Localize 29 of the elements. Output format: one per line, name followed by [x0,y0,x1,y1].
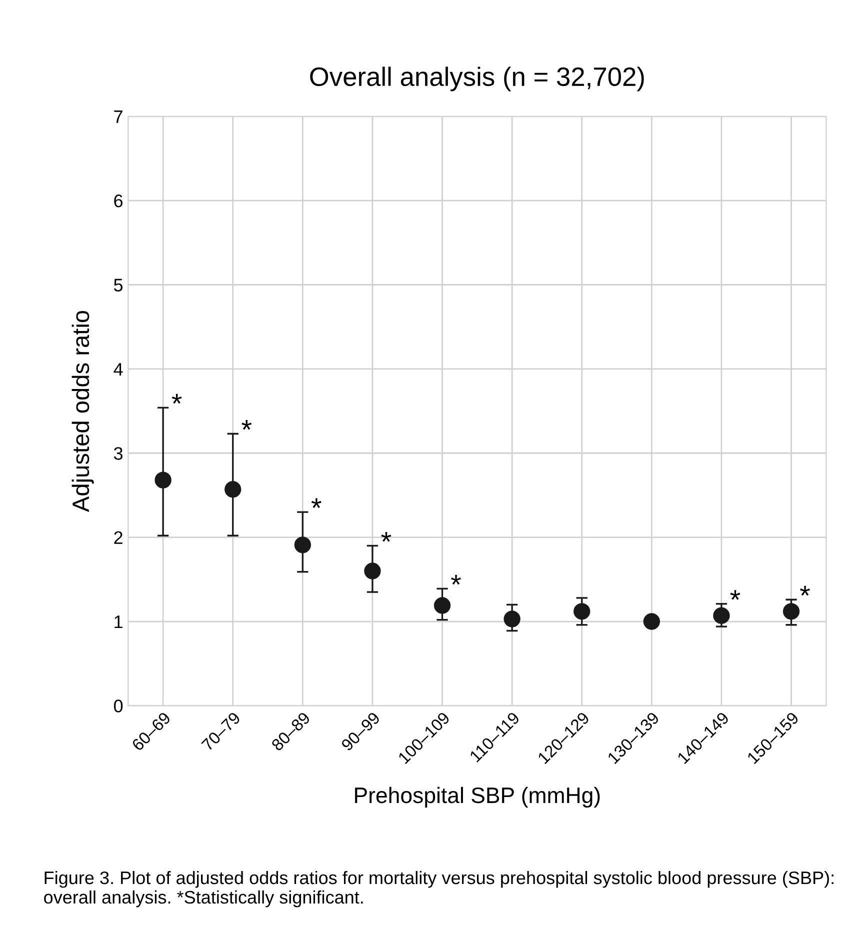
point [504,610,520,628]
y-tick-label: 1 [114,616,122,628]
point [154,472,172,488]
y-tick-label: 3 [114,447,123,460]
chart-title: Overall analysis (n = 32,702) [310,66,644,92]
annotation: * [172,394,182,404]
y-tick-label: 4 [114,363,123,376]
annotation: * [800,586,810,596]
point [224,481,242,498]
x-axis-title: Prehospital SBP (mmHg) [355,786,600,808]
y-tick-label: 0 [114,700,123,712]
annotation: * [242,420,252,430]
annotation: * [730,590,740,600]
y-tick-label: 5 [114,278,123,292]
annotation: * [311,498,322,508]
annotation: * [451,574,461,585]
annotation: * [381,532,392,542]
point [643,613,660,630]
caption: Figure 3. Plot of adjusted odds ratios for mortality versus prehospital systolic blood pressure (SBP): overall analysis. *Statistically significant. [44,870,834,908]
point [364,562,381,580]
point [434,597,451,614]
y-tick-label: 2 [114,531,122,544]
y-axis-title: Adjusted odds ratio [72,310,94,512]
point [713,607,730,624]
point [294,536,311,554]
point [782,603,800,620]
y-tick-label: 6 [114,194,123,208]
point [574,603,590,620]
y-tick-label: 7 [114,110,122,123]
